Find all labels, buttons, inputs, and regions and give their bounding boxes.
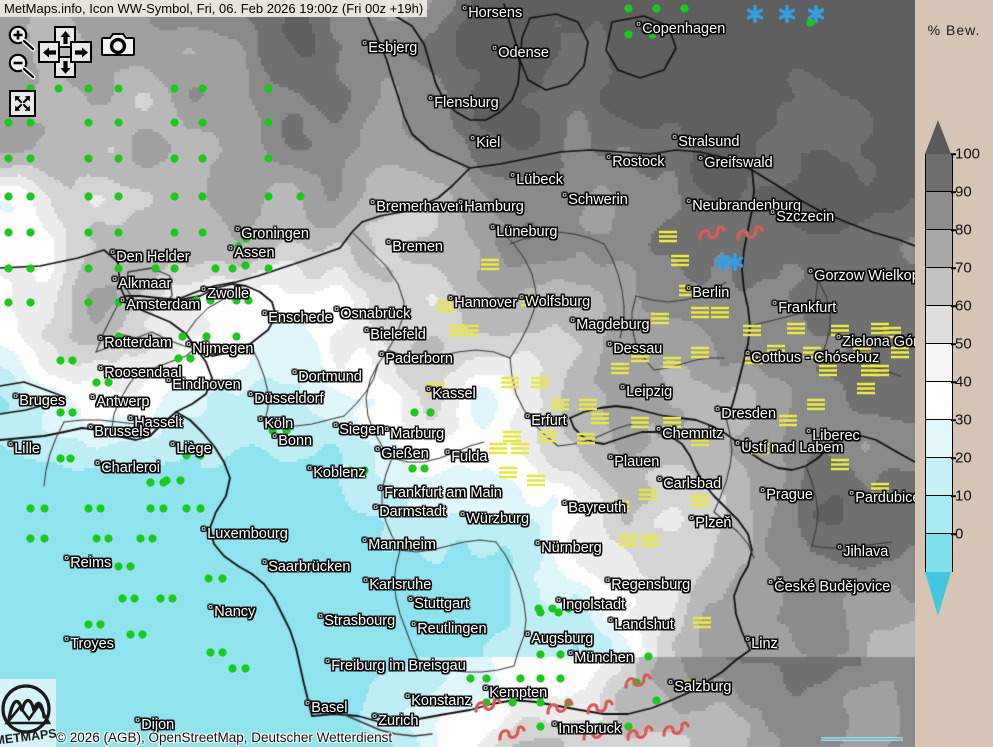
legend-arrow-bottom <box>925 572 951 616</box>
zoom-in-button[interactable] <box>6 24 36 57</box>
legend-tick <box>951 419 956 421</box>
legend-segment <box>926 458 952 496</box>
legend-segment <box>926 154 952 192</box>
legend-tick-label: 30 <box>955 411 972 429</box>
legend-segment <box>926 344 952 382</box>
zoom-in-icon <box>8 25 36 52</box>
legend-tick-label: 20 <box>955 449 972 467</box>
legend-panel: % Bew. 100 90 80 70 60 50 40 30 20 10 0 <box>915 0 993 747</box>
zoom-out-button[interactable] <box>6 52 36 85</box>
legend-tick-label: 40 <box>955 373 972 391</box>
pan-up-icon <box>60 30 70 44</box>
pan-left-icon <box>42 47 56 57</box>
map-title-bar: MetMaps.info, Icon WW-Symbol, Fri, 06. F… <box>0 0 428 17</box>
legend-segment <box>926 382 952 420</box>
pan-left-button[interactable] <box>38 41 60 63</box>
legend-tick-label: 0 <box>955 525 964 543</box>
zoom-out-icon <box>8 53 36 80</box>
attribution-footer: © 2026 (AGB), OpenStreetMap, Deutscher W… <box>56 730 393 745</box>
legend-tick <box>951 267 956 269</box>
legend-tick-label: 50 <box>955 335 972 353</box>
legend-segment <box>926 268 952 306</box>
legend-segment <box>926 420 952 458</box>
legend-arrow-top <box>925 120 951 154</box>
legend-tick <box>951 495 956 497</box>
legend-title: % Bew. <box>927 22 981 38</box>
map-raster-canvas[interactable] <box>0 0 915 747</box>
pan-right-button[interactable] <box>70 41 92 63</box>
legend-tick-label: 90 <box>955 183 972 201</box>
legend-tick <box>951 305 956 307</box>
legend-tick <box>951 457 956 459</box>
legend-tick <box>951 191 956 193</box>
map-viewport[interactable]: °Horsens °Copenhagen °Esbjerg °Odense °Flens… <box>0 0 915 747</box>
pan-right-icon <box>74 47 88 57</box>
legend-tick-label: 70 <box>955 259 972 277</box>
metmaps-logo: METMAPS <box>0 679 56 747</box>
fullscreen-button[interactable] <box>9 90 36 117</box>
legend-gradient <box>925 154 953 572</box>
legend-tick-label: 100 <box>955 145 981 163</box>
legend-segment <box>926 192 952 230</box>
legend-tick <box>951 229 956 231</box>
legend-tick-label: 10 <box>955 487 972 505</box>
legend-segment <box>926 306 952 344</box>
legend-colorbar: 100 90 80 70 60 50 40 30 20 10 0 <box>925 120 980 616</box>
legend-tick <box>951 343 956 345</box>
legend-tick <box>951 381 956 383</box>
legend-segment <box>926 230 952 268</box>
svg-text:METMAPS: METMAPS <box>0 726 56 747</box>
scale-bar <box>821 737 903 741</box>
pan-down-icon <box>60 60 70 74</box>
legend-tick-label: 60 <box>955 297 972 315</box>
legend-segment <box>926 496 952 534</box>
camera-icon <box>101 33 135 56</box>
snapshot-button[interactable] <box>101 31 135 62</box>
metmaps-logo-icon: METMAPS <box>0 684 56 747</box>
fullscreen-icon <box>14 95 31 112</box>
legend-tick <box>951 533 956 535</box>
legend-tick <box>951 153 956 155</box>
legend-tick-label: 80 <box>955 221 972 239</box>
legend-segment <box>926 534 952 572</box>
